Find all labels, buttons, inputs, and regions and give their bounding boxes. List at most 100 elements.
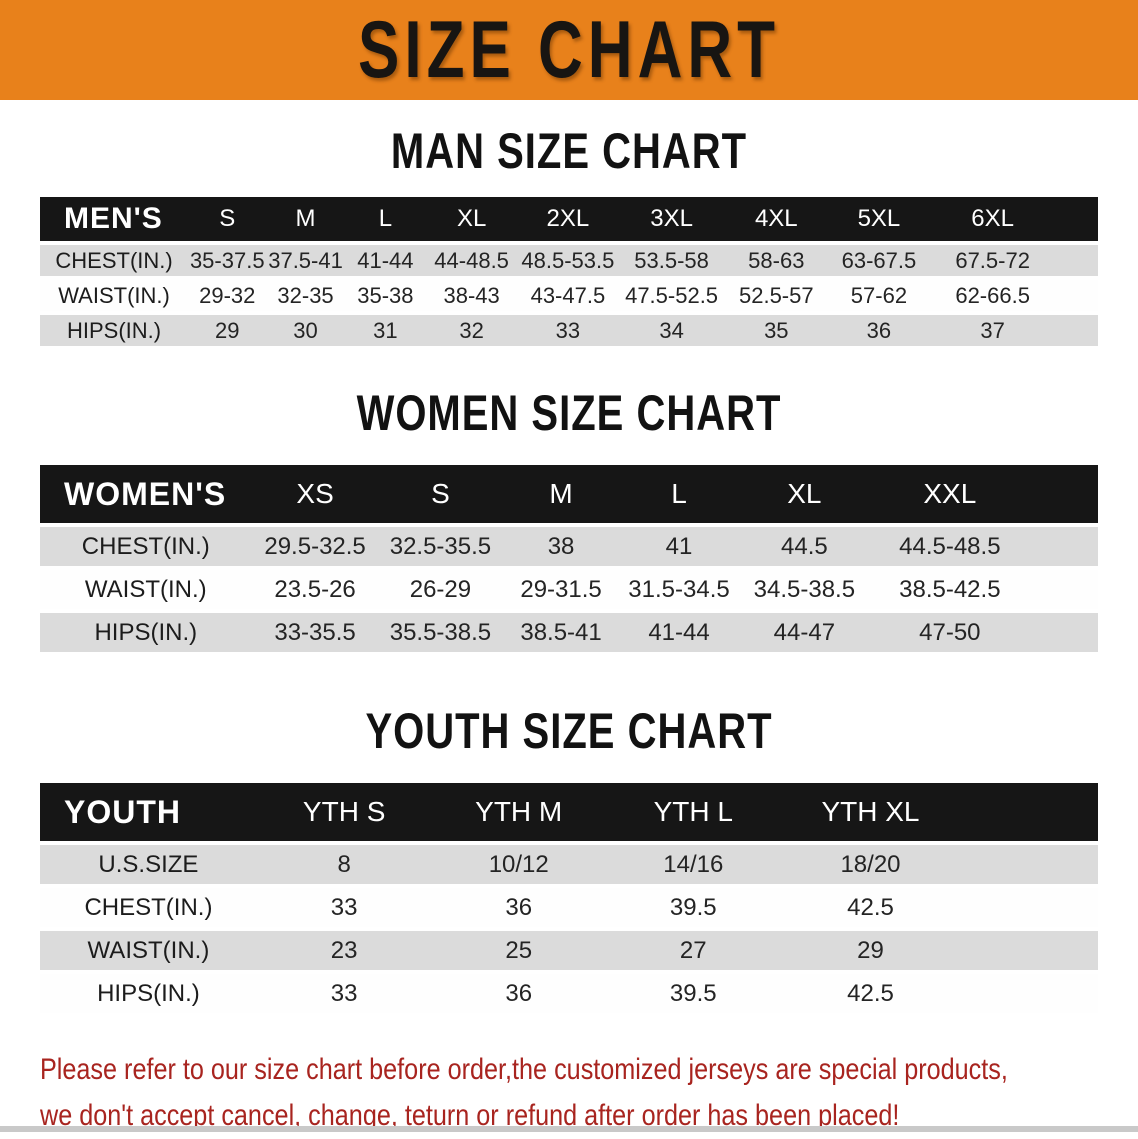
column-header: XL	[787, 478, 822, 509]
cell-spacer	[1029, 570, 1098, 609]
table-cell: 36	[431, 974, 606, 1013]
table-row: HIPS(IN.) 29 30 31 32 33 34 35 36 37	[40, 315, 1098, 346]
header-spacer	[1056, 197, 1098, 241]
table-cell: 36	[431, 888, 606, 927]
table-cell: 37.5-41	[266, 245, 345, 276]
table-cell: 44.5	[738, 527, 871, 566]
table-cell: 34	[618, 315, 725, 346]
cell-spacer	[1029, 613, 1098, 652]
row-label: WAIST(IN.)	[40, 931, 257, 970]
header-spacer	[960, 783, 1098, 841]
column-header: L	[378, 205, 393, 232]
row-label: HIPS(IN.)	[40, 315, 189, 346]
table-cell: 41-44	[619, 613, 739, 652]
womens-size-table: WOMEN'S XS S M L XL XXL CHEST(IN.) 29.5-…	[40, 461, 1098, 656]
table-cell: 29	[780, 931, 961, 970]
table-cell: 41-44	[344, 245, 427, 276]
row-label: CHEST(IN.)	[40, 888, 257, 927]
size-chart-banner: SIZE CHART	[0, 0, 1138, 100]
table-cell: 30	[266, 315, 345, 346]
disclaimer-line-2: we don't accept cancel, change, teturn o…	[40, 1099, 900, 1132]
table-cell: 38	[502, 527, 620, 566]
table-cell: 67.5-72	[929, 245, 1056, 276]
table-cell: 29	[188, 315, 267, 346]
cell-spacer	[1055, 245, 1098, 276]
table-cell: 44.5-48.5	[870, 527, 1030, 566]
table-cell: 35.5-38.5	[378, 613, 503, 652]
table-cell: 31	[344, 315, 427, 346]
table-cell: 33	[256, 974, 432, 1013]
youth-size-chart-heading: YOUTH SIZE CHART	[365, 704, 773, 760]
table-cell: 42.5	[780, 888, 961, 927]
youth-size-table: YOUTH YTH S YTH M YTH L YTH XL U.S.SIZE …	[40, 779, 1098, 1017]
column-header: 5XL	[857, 205, 901, 232]
table-row: U.S.SIZE 8 10/12 14/16 18/20	[40, 845, 1098, 884]
cell-spacer	[960, 888, 1098, 927]
column-header: XXL	[923, 478, 977, 509]
table-cell: 38.5-42.5	[870, 570, 1030, 609]
table-cell: 41	[619, 527, 739, 566]
table-row: CHEST(IN.) 35-37.5 37.5-41 41-44 44-48.5…	[40, 245, 1098, 276]
row-label: CHEST(IN.)	[40, 527, 252, 566]
table-cell: 43-47.5	[517, 280, 619, 311]
row-label: WAIST(IN.)	[40, 280, 189, 311]
column-header: M	[549, 478, 573, 509]
column-header: S	[219, 205, 236, 232]
table-cell: 35	[724, 315, 829, 346]
table-cell: 10/12	[431, 845, 606, 884]
table-cell: 8	[256, 845, 432, 884]
table-cell: 32.5-35.5	[378, 527, 503, 566]
banner-title: SIZE CHART	[358, 5, 780, 95]
womens-header-row: WOMEN'S XS S M L XL XXL	[40, 465, 1098, 523]
table-cell: 29-31.5	[502, 570, 620, 609]
table-header-label: WOMEN'S	[64, 475, 227, 512]
table-cell: 32	[426, 315, 518, 346]
mens-size-table: MEN'S S M L XL 2XL 3XL 4XL 5XL 6XL CHEST…	[40, 193, 1098, 350]
cell-spacer	[1055, 315, 1098, 346]
row-label: CHEST(IN.)	[40, 245, 189, 276]
table-cell: 26-29	[378, 570, 503, 609]
table-cell: 33	[256, 888, 432, 927]
table-row: WAIST(IN.) 23 25 27 29	[40, 931, 1098, 970]
column-header: 3XL	[650, 205, 693, 232]
table-cell: 57-62	[828, 280, 930, 311]
header-spacer	[1029, 465, 1098, 523]
cell-spacer	[960, 845, 1098, 884]
table-row: HIPS(IN.) 33-35.5 35.5-38.5 38.5-41 41-4…	[40, 613, 1098, 652]
column-header: L	[671, 478, 687, 509]
disclaimer-text: Please refer to our size chart before or…	[40, 1047, 1008, 1139]
table-row: WAIST(IN.) 29-32 32-35 35-38 38-43 43-47…	[40, 280, 1098, 311]
table-cell: 39.5	[606, 888, 781, 927]
table-cell: 23.5-26	[251, 570, 379, 609]
table-cell: 25	[431, 931, 606, 970]
table-cell: 36	[828, 315, 930, 346]
column-header: YTH XL	[821, 796, 920, 827]
table-cell: 48.5-53.5	[517, 245, 619, 276]
row-label: HIPS(IN.)	[40, 974, 257, 1013]
table-cell: 27	[606, 931, 781, 970]
cell-spacer	[1029, 527, 1098, 566]
column-header: XS	[296, 478, 334, 509]
table-cell: 63-67.5	[828, 245, 930, 276]
table-cell: 18/20	[780, 845, 961, 884]
table-cell: 35-37.5	[188, 245, 267, 276]
column-header: 2XL	[546, 205, 590, 232]
column-header: YTH S	[302, 796, 386, 827]
table-cell: 53.5-58	[618, 245, 725, 276]
table-cell: 33	[517, 315, 619, 346]
table-cell: 44-47	[738, 613, 871, 652]
table-cell: 47.5-52.5	[618, 280, 725, 311]
table-cell: 58-63	[724, 245, 829, 276]
table-row: HIPS(IN.) 33 36 39.5 42.5	[40, 974, 1098, 1013]
column-header: YTH M	[475, 796, 563, 827]
row-label: U.S.SIZE	[40, 845, 257, 884]
table-cell: 14/16	[606, 845, 781, 884]
table-cell: 34.5-38.5	[738, 570, 871, 609]
table-cell: 35-38	[344, 280, 427, 311]
table-header-label: YOUTH	[64, 793, 181, 830]
table-cell: 29.5-32.5	[251, 527, 379, 566]
column-header: XL	[456, 205, 487, 232]
table-cell: 33-35.5	[251, 613, 379, 652]
table-cell: 37	[929, 315, 1056, 346]
column-header: M	[295, 205, 316, 232]
